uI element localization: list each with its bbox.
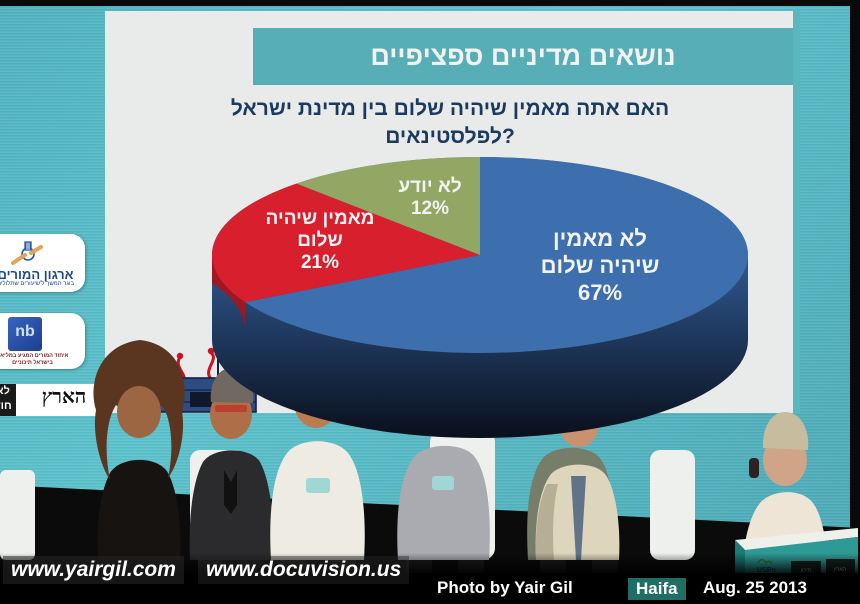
- svg-text:21%: 21%: [301, 252, 339, 273]
- svg-text:לא יודע: לא יודע: [398, 176, 461, 197]
- svg-text:לא מאמין: לא מאמין: [553, 226, 647, 251]
- svg-text:שיהיה שלום: שיהיה שלום: [541, 253, 660, 278]
- svg-text:שלום: שלום: [297, 230, 343, 251]
- svg-text:67%: 67%: [578, 280, 622, 305]
- svg-text:12%: 12%: [411, 198, 449, 219]
- svg-text:מאמין שיהיה: מאמין שיהיה: [266, 208, 375, 229]
